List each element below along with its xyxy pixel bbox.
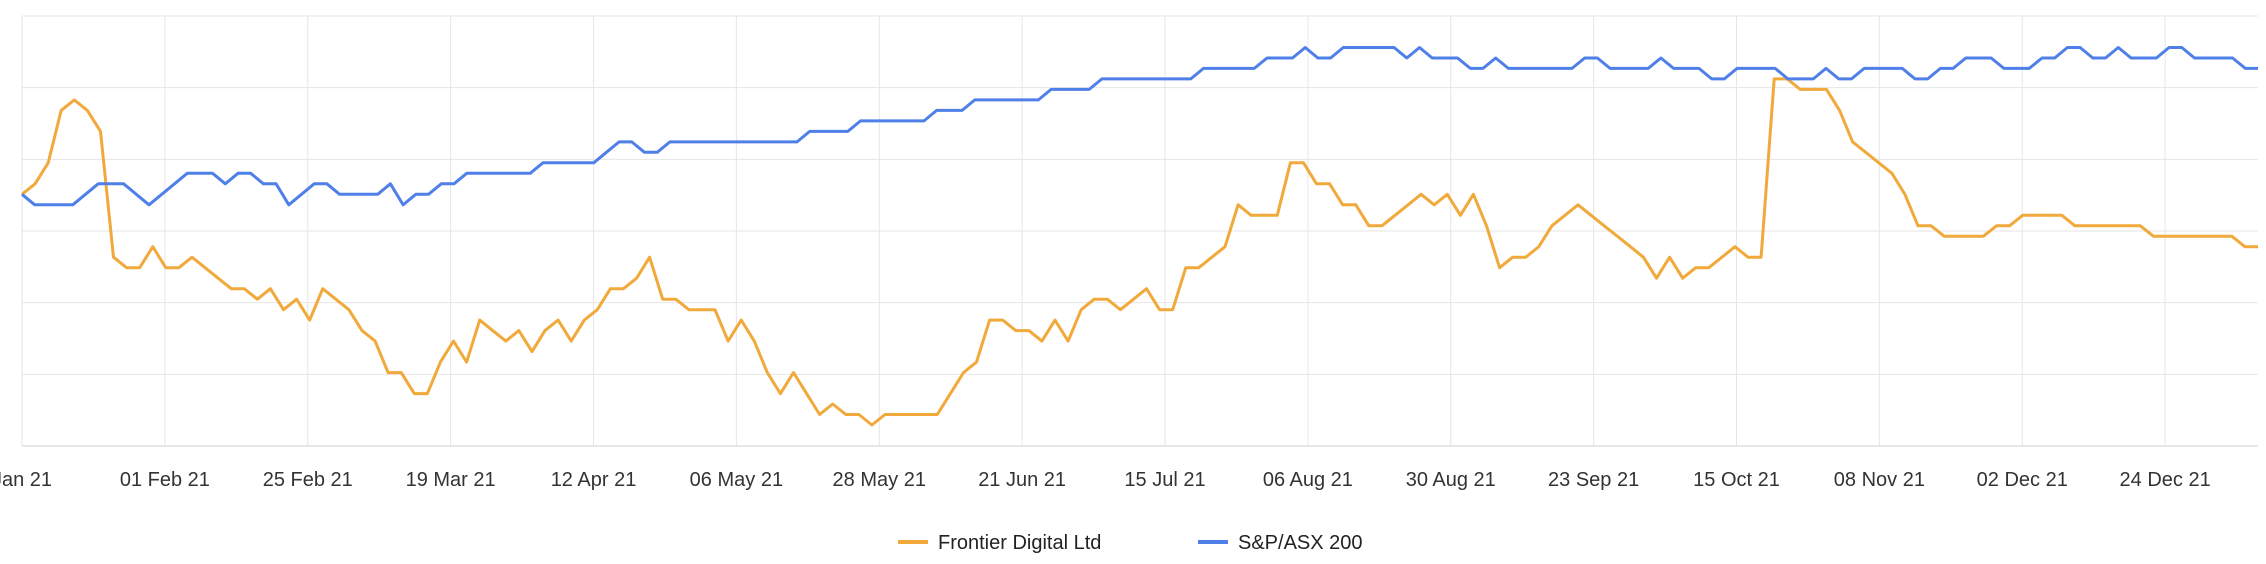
x-tick-label: 28 May 21	[833, 469, 926, 491]
x-axis: Jan 21 01 Feb 21 25 Feb 21 19 Mar 21 12 Apr …	[0, 445, 2258, 491]
series-line-s-p-asx-200	[21, 46, 2258, 207]
x-tick-label: 06 May 21	[690, 469, 783, 491]
x-tick-label: 19 Mar 21	[406, 469, 496, 491]
x-tick-label: 15 Jul 21	[1124, 469, 1205, 491]
x-tick-label: 21 Jun 21	[978, 469, 1066, 491]
legend-label: S&P/ASX 200	[1238, 532, 1363, 554]
x-tick-label: 12 Apr 21	[551, 469, 637, 491]
grid	[21, 15, 2258, 447]
x-tick-label: 06 Aug 21	[1263, 469, 1353, 491]
legend: Frontier Digital Ltd S&P/ASX 200	[898, 532, 1363, 554]
legend-item[interactable]: S&P/ASX 200	[1198, 532, 1363, 554]
x-tick-label: 01 Feb 21	[120, 469, 210, 491]
x-tick-label: 15 Oct 21	[1693, 469, 1780, 491]
series-layer	[21, 46, 2258, 427]
series-line-frontier-digital-ltd	[21, 77, 2258, 427]
x-tick-label: 25 Feb 21	[263, 469, 353, 491]
x-tick-label: 30 Aug 21	[1406, 469, 1496, 491]
x-tick-label: 08 Nov 21	[1834, 469, 1925, 491]
x-tick-label: 23 Sep 21	[1548, 469, 1639, 491]
legend-label: Frontier Digital Ltd	[938, 532, 1101, 554]
legend-item[interactable]: Frontier Digital Ltd	[898, 532, 1101, 554]
x-tick-label: Jan 21	[0, 469, 52, 491]
x-tick-label: 24 Dec 21	[2120, 469, 2211, 491]
x-tick-label: 02 Dec 21	[1977, 469, 2068, 491]
